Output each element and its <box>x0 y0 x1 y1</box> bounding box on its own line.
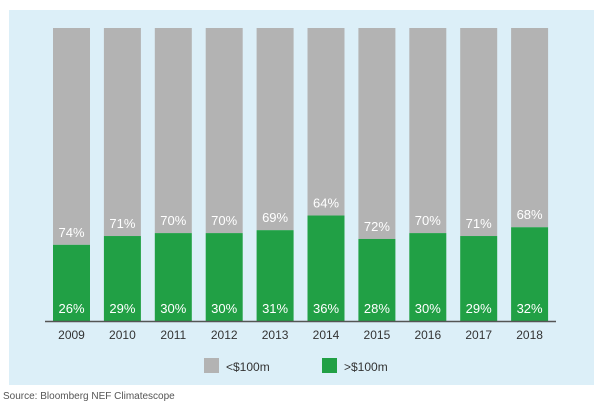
bar-label-lower: 28% <box>364 301 390 316</box>
bar-upper <box>460 28 498 237</box>
bar-label-upper: 64% <box>313 196 339 211</box>
bar-label-lower: 29% <box>466 301 492 316</box>
bar-lower <box>103 236 141 321</box>
bar-label-lower: 30% <box>211 301 237 316</box>
bar-label-upper: 70% <box>160 213 186 228</box>
bar-lower <box>256 230 294 321</box>
bar-lower <box>511 227 549 321</box>
bar-label-lower: 30% <box>160 301 186 316</box>
bar-lower <box>205 233 243 321</box>
legend-swatch <box>322 358 337 373</box>
source-note: Source: Bloomberg NEF Climatescope <box>3 391 175 402</box>
legend-label: >$100m <box>344 360 388 374</box>
bar-upper <box>103 28 141 237</box>
bar-upper <box>205 28 243 234</box>
bar-label-lower: 31% <box>262 301 288 316</box>
bar-label-lower: 36% <box>313 301 339 316</box>
x-tick-label: 2014 <box>313 328 340 342</box>
x-tick-label: 2017 <box>465 328 492 342</box>
x-tick-label: 2010 <box>109 328 136 342</box>
bar-label-upper: 74% <box>58 225 84 240</box>
legend-label: <$100m <box>226 360 270 374</box>
x-tick-label: 2011 <box>160 328 186 342</box>
x-tick-label: 2009 <box>58 328 85 342</box>
bar-upper <box>358 28 396 239</box>
chart: 74% 26% 2009 71% 29% 2010 70% 30% 2011 70% 30% 2012… <box>45 28 556 374</box>
bar-lower <box>307 215 345 321</box>
bar-label-upper: 71% <box>466 216 492 231</box>
x-tick-label: 2013 <box>262 328 289 342</box>
bar-label-lower: 30% <box>415 301 441 316</box>
legend-swatch <box>204 358 219 373</box>
x-tick-label: 2012 <box>211 328 238 342</box>
x-tick-label: 2015 <box>364 328 391 342</box>
bar-lower <box>409 233 447 321</box>
x-tick-label: 2018 <box>516 328 543 342</box>
x-tick-label: 2016 <box>414 328 441 342</box>
bar-upper <box>53 28 90 245</box>
bar-label-upper: 70% <box>211 213 237 228</box>
bar-lower <box>154 233 192 321</box>
bar-label-upper: 70% <box>415 213 441 228</box>
bar-label-upper: 69% <box>262 210 288 225</box>
bar-label-upper: 72% <box>364 219 390 234</box>
bar-upper <box>256 28 294 231</box>
bar-lower <box>358 238 396 321</box>
bar-lower <box>460 236 498 321</box>
bar-upper <box>154 28 192 234</box>
bar-label-lower: 26% <box>58 301 84 316</box>
bar-label-lower: 32% <box>517 301 543 316</box>
bar-upper <box>511 28 549 228</box>
bar-upper <box>307 28 345 216</box>
bar-upper <box>409 28 447 234</box>
bar-lower <box>53 244 90 321</box>
bar-label-upper: 68% <box>517 207 543 222</box>
bar-label-upper: 71% <box>109 216 135 231</box>
bar-label-lower: 29% <box>109 301 135 316</box>
